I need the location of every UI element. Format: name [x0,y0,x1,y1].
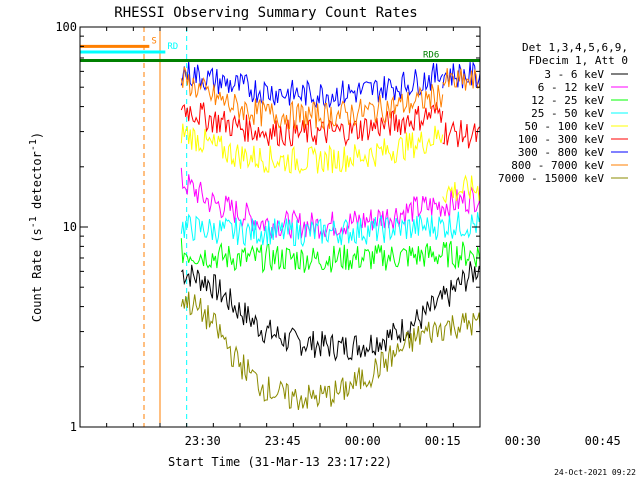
legend-entry-0: 3 - 6 keV [544,68,604,81]
legend-entry-6: 300 - 800 keV [518,146,604,159]
series-line-5-seg-1 [442,120,481,179]
generation-timestamp: 24-Oct-2021 09:22 [554,468,636,477]
x-tick-label-1: 23:45 [265,434,301,448]
series-line-7-seg-1 [442,68,481,130]
legend-entry-3: 25 - 50 keV [531,107,604,120]
status-bar-label-2: RD6 [423,50,439,60]
x-tick-label-4: 00:30 [505,434,541,448]
y-tick-label-0: 1 [70,420,77,434]
x-tick-label-5: 00:45 [585,434,621,448]
plot-area: S RD RD6 1 10 100 23:30 23:45 00:00 00:15 00:30 0… [55,20,620,448]
x-axis-ticks: 23:30 23:45 00:00 00:15 00:30 00:45 [79,27,621,448]
y-axis-label-tail: detector [30,151,44,216]
y-tick-label-1: 10 [63,220,77,234]
status-bar-label-1: RD [167,42,178,52]
legend-entry-4: 50 - 100 keV [525,120,605,133]
y-axis-label-close: ) [30,132,44,139]
legend-entry-7: 800 - 7000 keV [511,159,604,172]
series-line-8-seg-0 [180,291,481,414]
series-line-4-seg-0 [180,123,444,175]
status-bar-label-0: S [151,36,156,46]
legend-title-line-1: Det 1,3,4,5,6,9, [522,41,628,54]
legend-entry-1: 6 - 12 keV [538,81,605,94]
x-tick-label-0: 23:30 [185,434,221,448]
attenuator-bars: S RD RD6 [80,36,480,62]
series-line-5-seg-0 [180,102,444,147]
y-axis-ticks: 1 10 100 [55,20,480,434]
y-tick-label-2: 100 [55,20,77,34]
legend-entry-8: 7000 - 15000 keV [498,172,604,185]
series-line-3-seg-0 [180,210,481,248]
legend-entry-2: 12 - 25 keV [531,94,604,107]
x-tick-label-3: 00:15 [425,434,461,448]
vertical-markers [79,27,188,427]
series-group [180,61,481,414]
y-axis-label-sup2: -1 [28,139,39,151]
legend: Det 1,3,4,5,6,9, FDecim 1, Att 0 3 - 6 k… [498,41,628,185]
x-axis-label: Start Time (31-Mar-13 23:17:22) [168,455,392,469]
y-axis-label-sup: -1 [28,216,39,228]
y-axis-label: Count Rate (s-1 detector-1) [28,132,44,322]
series-line-2-seg-0 [180,238,481,274]
series-line-6-seg-0 [180,61,444,109]
legend-title-line-2: FDecim 1, Att 0 [529,54,628,67]
legend-entry-5: 100 - 300 keV [518,133,604,146]
chart-title: RHESSI Observing Summary Count Rates [114,5,417,21]
series-line-7-seg-0 [180,66,444,130]
y-axis-label-main: Count Rate (s [30,228,44,322]
x-tick-label-2: 00:00 [345,434,381,448]
